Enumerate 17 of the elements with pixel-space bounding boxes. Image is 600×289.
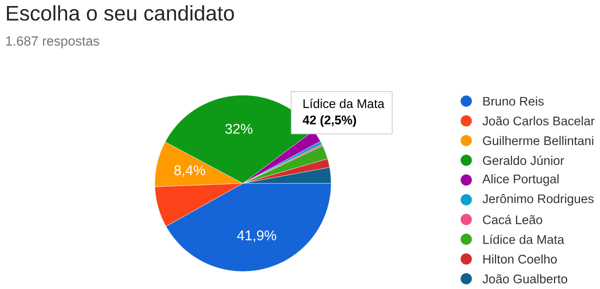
legend-label: Lídice da Mata bbox=[483, 234, 564, 244]
legend-label: Guilherme Bellintani bbox=[482, 136, 594, 146]
legend-label: Hilton Coelho bbox=[483, 254, 557, 264]
text: Lídice da Mata bbox=[304, 98, 384, 108]
legend-label: Jerônimo Rodrigues bbox=[482, 194, 594, 206]
data-label: 32% bbox=[225, 124, 252, 134]
legend-label: João Gualberto bbox=[482, 274, 568, 284]
legend-label: Geraldo Júnior bbox=[482, 156, 564, 166]
legend-label: Cacá Leão bbox=[482, 215, 542, 224]
legend-label: João Carlos Bacelar bbox=[482, 116, 595, 126]
data-label: 8,4% bbox=[174, 165, 206, 178]
legend-label: Alice Portugal bbox=[482, 174, 559, 186]
data-label: 41,9% bbox=[237, 230, 276, 242]
text: 42 (2,5%) bbox=[302, 115, 356, 128]
legend-label: Bruno Reis bbox=[483, 96, 544, 106]
chart-title: Escolha o seu candidato bbox=[6, 5, 234, 21]
chart-subtitle: 1.687 respostas bbox=[6, 36, 100, 49]
